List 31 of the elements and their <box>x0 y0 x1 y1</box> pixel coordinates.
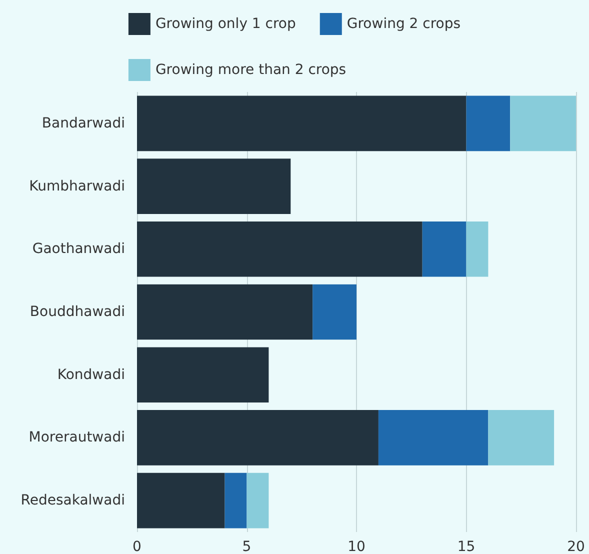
x-tick-label: 0 <box>132 539 142 554</box>
y-tick-label: Bandarwadi <box>42 115 125 132</box>
bar <box>510 96 576 152</box>
y-tick-label: Gaothanwadi <box>32 241 125 258</box>
x-tick-label: 10 <box>348 539 366 554</box>
y-tick-label: Morerautwadi <box>28 430 125 446</box>
y-tick-label: Redesakalwadi <box>20 492 125 509</box>
x-tick-label: 5 <box>242 539 252 554</box>
bar <box>137 472 225 528</box>
bar <box>488 410 554 466</box>
bar <box>246 472 269 528</box>
bar <box>137 221 422 277</box>
y-tick-label: Kondwadi <box>57 366 125 383</box>
bar <box>137 410 378 466</box>
x-tick-label: 15 <box>457 539 476 554</box>
bar <box>378 410 488 466</box>
y-tick-label: Bouddhawadi <box>30 304 125 320</box>
bar <box>312 284 356 340</box>
legend-label: Growing 2 crops <box>346 16 461 32</box>
bar <box>422 221 466 277</box>
bar <box>466 96 510 152</box>
bar <box>137 158 291 214</box>
bar <box>137 347 269 403</box>
x-tick-label: 20 <box>567 539 585 554</box>
bar <box>466 221 488 277</box>
bar <box>224 472 247 528</box>
y-tick-label: Kumbharwadi <box>29 178 125 194</box>
legend-label: Growing only 1 crop <box>155 16 296 32</box>
bar <box>137 284 313 340</box>
legend-label: Growing more than 2 crops <box>155 62 346 78</box>
bar <box>137 96 466 152</box>
